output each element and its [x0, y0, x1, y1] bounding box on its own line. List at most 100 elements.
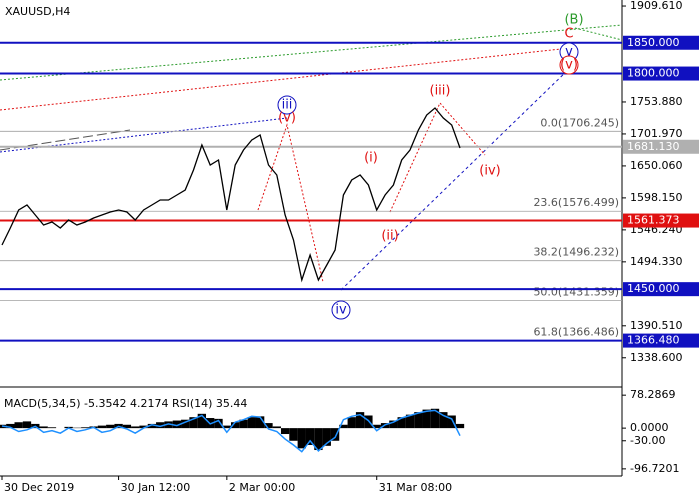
macd-bar	[305, 428, 315, 445]
indicator-line	[1, 409, 461, 453]
wave-label: C	[564, 27, 573, 42]
fib-label: 0.0(1706.245)	[540, 116, 619, 129]
level-label: 1800.000	[627, 67, 680, 80]
macd-bar	[347, 417, 356, 429]
level-label: 1561.373	[627, 214, 680, 227]
macd-bar	[455, 423, 465, 429]
level-label: 1681.130	[627, 140, 680, 153]
macd-bar	[231, 422, 240, 429]
level-box	[623, 213, 699, 228]
x-tick-label: 30 Dec 2019	[4, 481, 74, 494]
macd-bar	[172, 420, 182, 429]
trend-line	[340, 67, 571, 291]
macd-bar	[222, 425, 231, 429]
y-tick-label: 1494.330	[630, 255, 683, 268]
wave-label: (v)	[560, 58, 578, 73]
macd-bar	[97, 425, 107, 429]
macd-bar	[389, 420, 398, 429]
macd-bar	[339, 424, 348, 429]
level-box	[623, 139, 699, 154]
wave-label: v	[565, 45, 573, 60]
macd-bar	[405, 414, 415, 429]
macd-bar	[397, 417, 406, 429]
wave-label: iv	[335, 303, 347, 318]
level-box	[623, 282, 699, 297]
macd-bar	[197, 413, 207, 429]
macd-bar	[14, 422, 23, 429]
fib-label: 50.0(1431.359)	[533, 286, 619, 299]
macd-bar	[439, 412, 448, 429]
macd-bar	[22, 421, 32, 429]
wave-label: (i)	[364, 151, 378, 166]
macd-bar	[272, 426, 281, 429]
macd-bar	[247, 417, 256, 429]
macd-bar	[214, 418, 223, 429]
wave-label: (B)	[564, 13, 583, 28]
wave-line	[389, 102, 486, 213]
y-tick-label: 1701.970	[630, 127, 683, 140]
wave-label: iii	[282, 98, 293, 113]
macd-bar	[39, 426, 48, 429]
macd-bar	[122, 424, 132, 429]
y-tick-label: 1338.600	[630, 351, 683, 364]
trend-line	[0, 24, 623, 81]
price-line	[1, 107, 461, 283]
macd-bar	[47, 427, 57, 429]
wave-circle	[331, 300, 351, 320]
indicator-tick-label: -30.00	[630, 434, 665, 447]
macd-bar	[164, 421, 173, 429]
macd-bar	[297, 428, 306, 449]
x-tick-label: 31 Mar 08:00	[379, 481, 452, 494]
macd-bar	[322, 428, 331, 446]
level-box	[623, 66, 699, 81]
macd-bar	[422, 409, 431, 429]
macd-bar	[106, 424, 115, 429]
macd-bar	[414, 412, 423, 429]
level-box	[623, 333, 699, 348]
y-tick-label: 1650.060	[630, 159, 683, 172]
wave-circle	[559, 55, 579, 75]
macd-bar	[6, 423, 15, 429]
y-tick-label: 1390.510	[630, 319, 683, 332]
level-box	[623, 35, 699, 50]
macd-bar	[189, 417, 198, 429]
macd-bar	[239, 419, 248, 429]
trend-line	[0, 47, 571, 111]
x-tick-label: 30 Jan 12:00	[121, 481, 191, 494]
macd-bar	[355, 412, 365, 429]
macd-bar	[156, 422, 165, 429]
indicator-label: MACD(5,34,5) -5.3542 4.2174 RSI(14) 35.4…	[4, 397, 247, 410]
macd-bar	[131, 426, 140, 429]
y-tick-label: 1598.150	[630, 191, 683, 204]
indicator-tick-label: 0.0000	[630, 421, 669, 434]
fib-label: 38.2(1496.232)	[533, 246, 619, 259]
level-label: 1450.000	[627, 282, 680, 295]
x-tick-label: 2 Mar 00:00	[229, 481, 295, 494]
macd-bar	[139, 425, 148, 429]
level-label: 1366.480	[627, 334, 680, 347]
macd-bar	[255, 416, 265, 429]
chart-title: XAUUSD,H4	[5, 5, 70, 18]
y-tick-label: 1909.610	[630, 0, 683, 12]
wave-line	[257, 123, 324, 283]
wave-label: (iii)	[430, 84, 451, 99]
macd-bar	[330, 428, 340, 441]
macd-bar	[289, 428, 298, 441]
level-label: 1850.000	[627, 36, 680, 49]
y-tick-label: 1753.880	[630, 95, 683, 108]
macd-bar	[447, 415, 456, 429]
macd-bar	[364, 415, 373, 429]
macd-bar	[81, 427, 90, 429]
macd-bar	[280, 428, 290, 435]
indicator-tick-label: 78.2869	[630, 388, 676, 401]
macd-bar	[147, 423, 157, 429]
fib-label: 23.6(1576.499)	[533, 196, 619, 209]
wave-label: (v)	[278, 111, 296, 126]
wave-circle	[277, 95, 297, 115]
fib-label: 61.8(1366.486)	[533, 326, 619, 339]
macd-bar	[372, 424, 381, 429]
trend-line	[574, 27, 623, 41]
macd-bar	[181, 419, 190, 429]
macd-bar	[430, 408, 440, 429]
